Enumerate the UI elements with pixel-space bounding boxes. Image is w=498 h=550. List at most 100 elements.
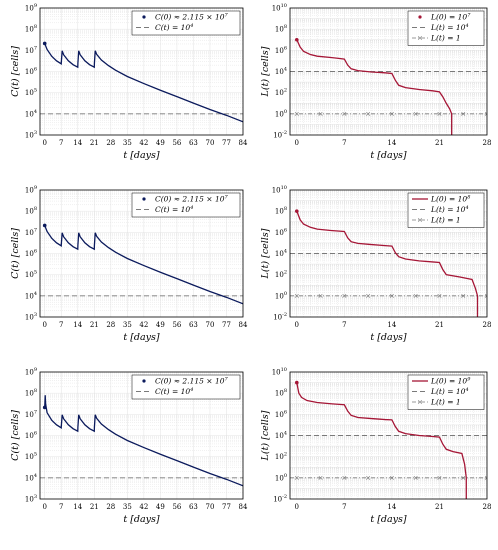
x-tick-label: 7 bbox=[342, 321, 346, 329]
threshold-marker bbox=[318, 111, 323, 116]
series-line bbox=[296, 382, 467, 499]
x-tick-label: 70 bbox=[205, 321, 214, 329]
y-tick-label: 108 bbox=[275, 24, 287, 33]
y-tick-label: 102 bbox=[275, 270, 287, 280]
threshold-marker bbox=[389, 475, 394, 480]
x-tick-label: 84 bbox=[239, 321, 248, 329]
series-line bbox=[296, 210, 479, 317]
y-tick-label: 106 bbox=[25, 67, 37, 77]
legend-entry: L(t) = 1 bbox=[430, 216, 461, 225]
x-tick-label: 84 bbox=[239, 503, 248, 511]
y-axis-label: L(t) [cells] bbox=[260, 46, 271, 97]
y-tick-label: 103 bbox=[25, 130, 37, 140]
threshold-marker bbox=[318, 475, 323, 480]
y-tick-label: 1010 bbox=[272, 367, 287, 377]
x-tick-label: 14 bbox=[387, 139, 396, 147]
y-tick-label: 109 bbox=[25, 3, 37, 13]
plot-frame bbox=[39, 7, 244, 136]
y-tick-label: 104 bbox=[25, 109, 37, 119]
threshold-marker bbox=[389, 293, 394, 298]
initial-point-marker bbox=[294, 380, 299, 385]
series bbox=[296, 210, 479, 317]
y-tick-label: 105 bbox=[25, 452, 37, 462]
legend-sample-dot bbox=[142, 15, 146, 19]
x-tick-label: 35 bbox=[123, 503, 132, 511]
y-tick-label: 106 bbox=[25, 249, 37, 259]
legend-sample-dot bbox=[142, 379, 146, 383]
x-tick-label: 0 bbox=[42, 321, 46, 329]
series bbox=[44, 225, 243, 305]
series bbox=[44, 43, 243, 123]
y-tick-label: 107 bbox=[25, 409, 37, 419]
initial-point-marker bbox=[42, 405, 47, 410]
x-tick-label: 49 bbox=[156, 321, 165, 329]
threshold-marker bbox=[342, 293, 347, 298]
x-tick-label: 77 bbox=[222, 503, 231, 511]
threshold-marker bbox=[294, 293, 299, 298]
panel-4: 0 7 14 21 28 10-2 100 102 104 106 108 1010 t [days] L… bbox=[260, 185, 491, 343]
x-tick-label: 0 bbox=[295, 321, 299, 329]
threshold-marker bbox=[413, 293, 418, 298]
y-tick-label: 100 bbox=[275, 109, 287, 119]
threshold-marker bbox=[366, 293, 371, 298]
y-tick-label: 102 bbox=[275, 452, 287, 462]
x-tick-label: 42 bbox=[139, 321, 148, 329]
y-axis-label: C(t) [cells] bbox=[10, 228, 21, 279]
threshold-lines bbox=[290, 71, 487, 116]
x-tick-label: 28 bbox=[106, 321, 115, 329]
y-tick-label: 108 bbox=[275, 206, 287, 216]
y-tick-label: 109 bbox=[25, 185, 37, 195]
legend-sample-marker bbox=[417, 399, 423, 405]
x-tick-label: 21 bbox=[90, 139, 99, 147]
legend-entry: C(t) = 104 bbox=[155, 205, 193, 214]
x-tick-label: 49 bbox=[156, 503, 165, 511]
y-tick-label: 104 bbox=[275, 249, 287, 259]
series bbox=[296, 39, 453, 135]
x-tick-label: 14 bbox=[387, 503, 396, 511]
y-axis-label: C(t) [cells] bbox=[10, 46, 21, 97]
threshold-marker bbox=[413, 111, 418, 116]
threshold-marker bbox=[461, 293, 466, 298]
series bbox=[296, 382, 467, 499]
threshold-marker bbox=[342, 475, 347, 480]
x-tick-label: 0 bbox=[42, 139, 46, 147]
threshold-marker bbox=[461, 475, 466, 480]
threshold-marker bbox=[318, 293, 323, 298]
initial-point-marker bbox=[294, 37, 299, 42]
plot-frame bbox=[39, 189, 244, 318]
x-axis-label: t [days] bbox=[123, 150, 160, 161]
panel-2: 0 7 14 21 28 10-2 100 102 104 106 108 1010 t [days] L… bbox=[260, 3, 491, 161]
x-tick-label: 21 bbox=[435, 139, 444, 147]
threshold-lines bbox=[290, 253, 487, 298]
threshold-marker bbox=[366, 475, 371, 480]
legend-entry: L(t) = 104 bbox=[430, 205, 469, 214]
x-tick-label: 7 bbox=[59, 139, 63, 147]
legend-entry: L(0) = 107 bbox=[430, 13, 471, 22]
threshold-marker bbox=[484, 293, 487, 298]
x-tick-label: 35 bbox=[123, 139, 132, 147]
y-tick-label: 10-2 bbox=[273, 130, 287, 140]
x-tick-label: 7 bbox=[342, 503, 346, 511]
y-tick-label: 108 bbox=[25, 206, 37, 216]
x-tick-label: 70 bbox=[205, 503, 214, 511]
x-tick-label: 28 bbox=[483, 503, 492, 511]
x-tick-label: 28 bbox=[106, 139, 115, 147]
x-tick-label: 84 bbox=[239, 139, 248, 147]
x-tick-label: 63 bbox=[189, 139, 198, 147]
x-tick-label: 77 bbox=[222, 139, 231, 147]
panel-3: 0 7 14 21 28 35 42 49 56 63 70 77 84 103 104 105 106 107 1… bbox=[10, 185, 248, 343]
x-tick-label: 42 bbox=[139, 139, 148, 147]
plot-frame bbox=[39, 371, 244, 500]
initial-point-marker bbox=[42, 41, 47, 46]
x-tick-label: 56 bbox=[172, 321, 181, 329]
legend-sample-dot bbox=[142, 197, 146, 201]
x-tick-label: 49 bbox=[156, 139, 165, 147]
x-tick-label: 7 bbox=[59, 503, 63, 511]
series-line bbox=[44, 395, 243, 487]
series-line bbox=[44, 43, 243, 123]
